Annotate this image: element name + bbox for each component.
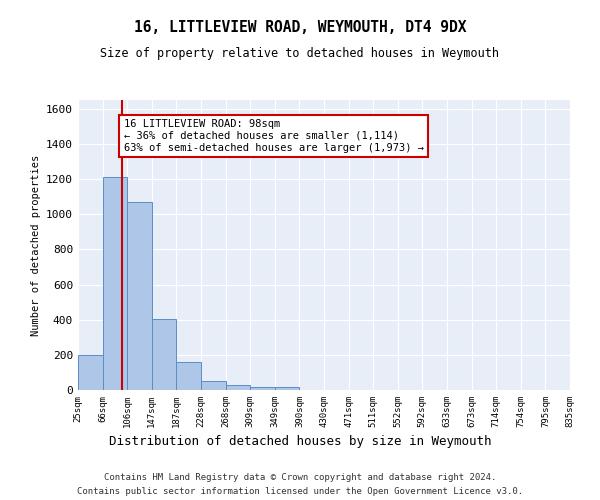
Bar bbox=[176, 362, 201, 390]
Text: Contains HM Land Registry data © Crown copyright and database right 2024.: Contains HM Land Registry data © Crown c… bbox=[104, 472, 496, 482]
Text: 16 LITTLEVIEW ROAD: 98sqm
← 36% of detached houses are smaller (1,114)
63% of se: 16 LITTLEVIEW ROAD: 98sqm ← 36% of detac… bbox=[124, 120, 424, 152]
Text: Contains public sector information licensed under the Open Government Licence v3: Contains public sector information licen… bbox=[77, 488, 523, 496]
Y-axis label: Number of detached properties: Number of detached properties bbox=[31, 154, 41, 336]
Text: 16, LITTLEVIEW ROAD, WEYMOUTH, DT4 9DX: 16, LITTLEVIEW ROAD, WEYMOUTH, DT4 9DX bbox=[134, 20, 466, 35]
Bar bbox=[201, 381, 226, 390]
Text: Size of property relative to detached houses in Weymouth: Size of property relative to detached ho… bbox=[101, 48, 499, 60]
Bar bbox=[250, 388, 275, 390]
Bar bbox=[226, 385, 250, 390]
Bar bbox=[152, 319, 176, 390]
Bar bbox=[78, 355, 103, 390]
Bar bbox=[275, 388, 299, 390]
Bar bbox=[103, 178, 127, 390]
Bar bbox=[127, 202, 152, 390]
Text: Distribution of detached houses by size in Weymouth: Distribution of detached houses by size … bbox=[109, 435, 491, 448]
